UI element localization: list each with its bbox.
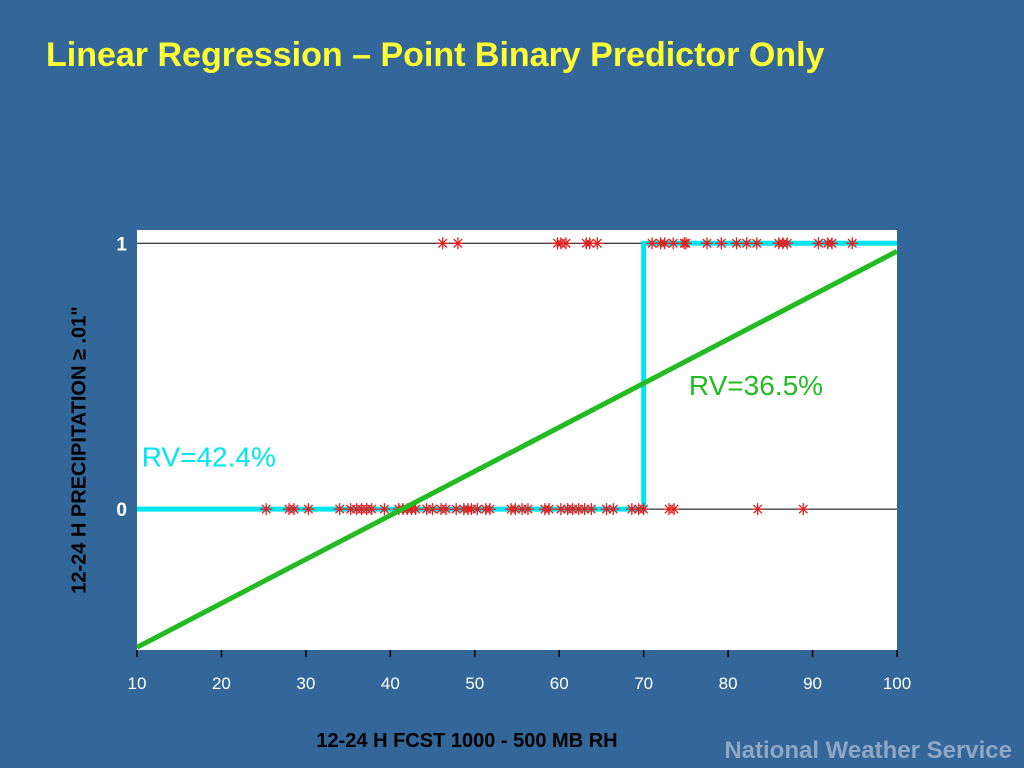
data-point xyxy=(559,237,572,250)
x-tick-label: 50 xyxy=(465,674,484,693)
data-point xyxy=(715,237,728,250)
x-axis-label: 12-24 H FCST 1000 - 500 MB RH xyxy=(316,730,618,752)
data-point xyxy=(750,237,763,250)
data-point xyxy=(751,503,764,516)
x-tick-label: 60 xyxy=(550,674,569,693)
rv-annotation: RV=42.4% xyxy=(142,442,276,473)
data-point xyxy=(607,503,620,516)
data-point xyxy=(436,237,449,250)
x-tick-label: 30 xyxy=(296,674,315,693)
x-tick-label: 20 xyxy=(212,674,231,693)
data-point xyxy=(679,237,692,250)
data-point xyxy=(521,503,534,516)
x-tick-label: 80 xyxy=(719,674,738,693)
data-point xyxy=(668,503,681,516)
data-point xyxy=(637,503,650,516)
data-point xyxy=(426,503,439,516)
data-point xyxy=(591,237,604,250)
data-point xyxy=(451,237,464,250)
y-tick-label: 0 xyxy=(116,500,127,521)
y-tick-label: 1 xyxy=(116,234,127,255)
x-tick-label: 90 xyxy=(803,674,822,693)
rv-annotation: RV=36.5% xyxy=(689,370,823,401)
data-point xyxy=(846,237,859,250)
slide-title: Linear Regression – Point Binary Predict… xyxy=(46,36,825,74)
data-point xyxy=(260,503,273,516)
data-point xyxy=(667,237,680,250)
data-point xyxy=(378,503,391,516)
data-point xyxy=(365,503,378,516)
data-point xyxy=(409,503,422,516)
linear-fit-line xyxy=(135,249,899,650)
data-point xyxy=(730,237,743,250)
data-point xyxy=(781,237,794,250)
data-point xyxy=(646,237,659,250)
data-point xyxy=(288,503,301,516)
data-point xyxy=(740,237,753,250)
data-point xyxy=(701,237,713,250)
data-point xyxy=(509,503,522,516)
x-tick-label: 100 xyxy=(883,674,911,693)
x-tick-label: 70 xyxy=(634,674,653,693)
x-tick-label: 10 xyxy=(128,674,147,693)
data-point xyxy=(302,503,315,516)
data-point xyxy=(585,503,598,516)
data-point xyxy=(483,503,496,516)
x-tick-label: 40 xyxy=(381,674,400,693)
footer-brand: National Weather Service xyxy=(724,737,1012,764)
data-point xyxy=(825,237,838,250)
data-point xyxy=(797,503,810,516)
data-point xyxy=(333,503,346,516)
data-point xyxy=(543,503,556,516)
data-point xyxy=(440,503,453,516)
y-axis-label: 12-24 H PRECIPITATION ≥ .01" xyxy=(68,306,91,594)
